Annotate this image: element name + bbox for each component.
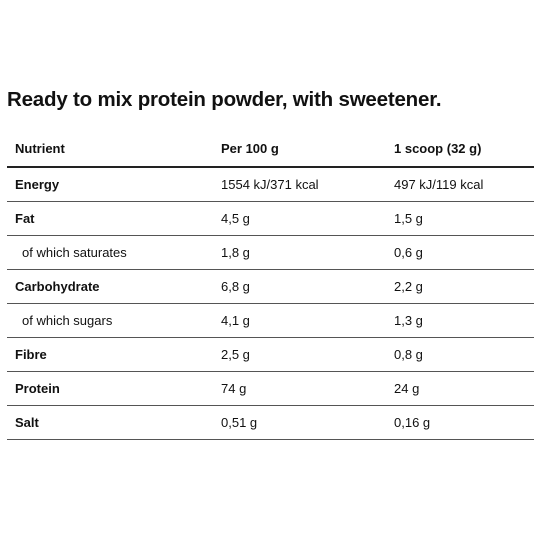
page-title: Ready to mix protein powder, with sweete… xyxy=(7,88,442,111)
nutrient-name: of which sugars xyxy=(7,303,221,338)
table-row-saturates: of which saturates 1,8 g 0,6 g xyxy=(7,235,534,270)
nutrient-name: of which saturates xyxy=(7,235,221,270)
header-row: Nutrient Per 100 g 1 scoop (32 g) xyxy=(7,131,534,168)
value-per-scoop: 2,2 g xyxy=(394,269,534,304)
value-per-100g: 0,51 g xyxy=(221,405,394,440)
value-per-scoop: 1,3 g xyxy=(394,303,534,338)
header-per-scoop: 1 scoop (32 g) xyxy=(394,131,534,168)
header-nutrient: Nutrient xyxy=(7,131,221,168)
value-per-100g: 6,8 g xyxy=(221,269,394,304)
table-row-fibre: Fibre 2,5 g 0,8 g xyxy=(7,337,534,372)
table-row-fat: Fat 4,5 g 1,5 g xyxy=(7,201,534,236)
value-per-scoop: 24 g xyxy=(394,371,534,406)
table-row-sugars: of which sugars 4,1 g 1,3 g xyxy=(7,303,534,338)
table-row-protein: Protein 74 g 24 g xyxy=(7,371,534,406)
value-per-scoop: 0,16 g xyxy=(394,405,534,440)
nutrient-name: Fat xyxy=(7,201,221,236)
value-per-100g: 2,5 g xyxy=(221,337,394,372)
nutrient-name: Protein xyxy=(7,371,221,406)
header-per-100g: Per 100 g xyxy=(221,131,394,168)
nutrition-table: Nutrient Per 100 g 1 scoop (32 g) Energy… xyxy=(7,131,534,440)
value-per-100g: 4,1 g xyxy=(221,303,394,338)
value-per-scoop: 0,6 g xyxy=(394,235,534,270)
value-per-100g: 1,8 g xyxy=(221,235,394,270)
value-per-scoop: 1,5 g xyxy=(394,201,534,236)
table-header: Nutrient Per 100 g 1 scoop (32 g) xyxy=(7,131,534,168)
table-row-carbohydrate: Carbohydrate 6,8 g 2,2 g xyxy=(7,269,534,304)
table-row-energy: Energy 1554 kJ/371 kcal 497 kJ/119 kcal xyxy=(7,167,534,202)
nutrient-name: Salt xyxy=(7,405,221,440)
value-per-scoop: 497 kJ/119 kcal xyxy=(394,167,534,202)
table-body: Energy 1554 kJ/371 kcal 497 kJ/119 kcal … xyxy=(7,167,534,440)
value-per-100g: 1554 kJ/371 kcal xyxy=(221,167,394,202)
nutrient-name: Energy xyxy=(7,167,221,202)
value-per-100g: 74 g xyxy=(221,371,394,406)
table-row-salt: Salt 0,51 g 0,16 g xyxy=(7,405,534,440)
value-per-100g: 4,5 g xyxy=(221,201,394,236)
nutrient-name: Carbohydrate xyxy=(7,269,221,304)
value-per-scoop: 0,8 g xyxy=(394,337,534,372)
nutrient-name: Fibre xyxy=(7,337,221,372)
